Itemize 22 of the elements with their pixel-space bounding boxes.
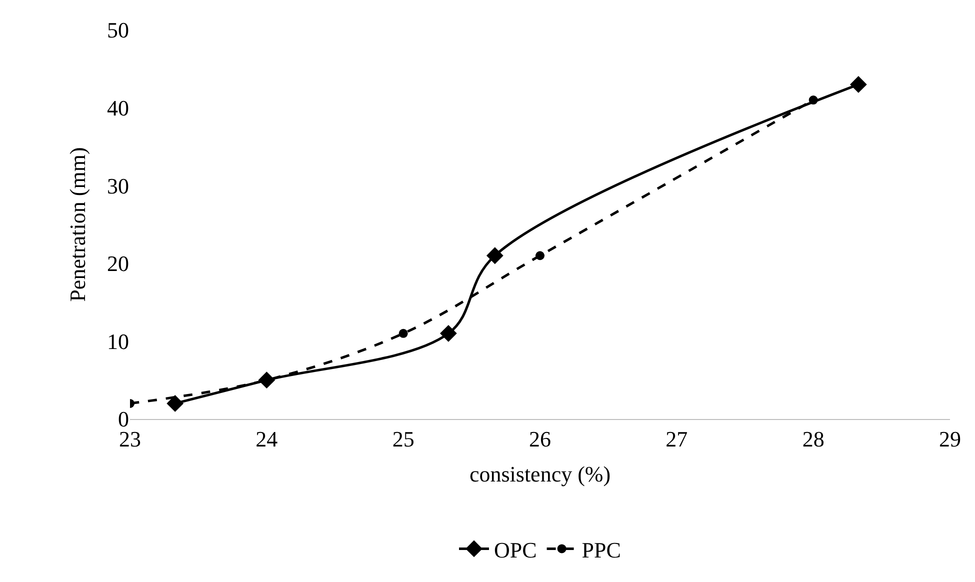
x-axis-title: consistency (%) — [469, 461, 611, 486]
point — [166, 394, 184, 412]
y-tick-label: 10 — [107, 328, 129, 354]
y-tick-label: 40 — [107, 96, 129, 120]
x-tick-label: 26 — [529, 426, 551, 452]
x-tick-label: 29 — [939, 426, 961, 452]
point — [850, 76, 867, 93]
point — [398, 328, 408, 338]
x-tick-label: 27 — [666, 426, 688, 452]
point — [486, 247, 504, 264]
y-tick-label: 30 — [107, 173, 129, 198]
y-tick-label: 50 — [107, 18, 129, 43]
legend-label: PPC — [582, 537, 621, 562]
y-axis-title: Penetration (mm) — [64, 147, 90, 302]
point — [536, 251, 544, 260]
y-tick-label: 20 — [107, 251, 129, 276]
x-tick-label: 25 — [392, 426, 414, 452]
x-tick-label: 24 — [256, 426, 278, 452]
point — [808, 96, 818, 105]
point — [440, 324, 457, 342]
x-tick-label: 28 — [802, 426, 824, 452]
legend-label: OPC — [494, 537, 537, 562]
